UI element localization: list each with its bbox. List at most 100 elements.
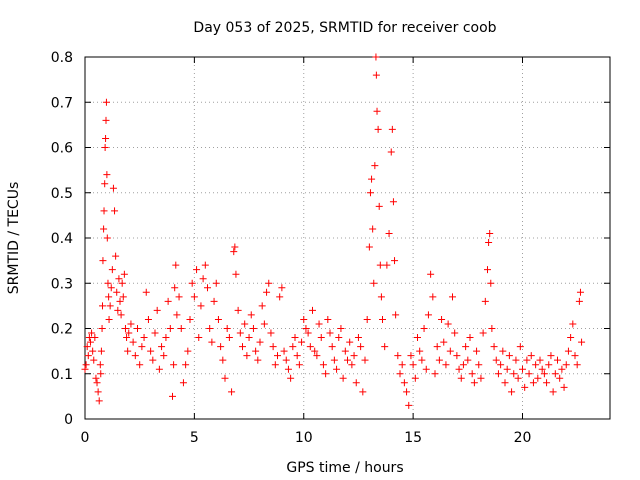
y-axis-label: SRMTID / TECUs: [6, 182, 22, 295]
data-point: [361, 356, 369, 364]
y-tick-label: 0.3: [51, 276, 73, 292]
data-point: [153, 306, 161, 314]
data-point: [115, 275, 123, 283]
y-tick-label: 0.8: [51, 50, 73, 66]
x-axis-label: GPS time / hours: [286, 460, 403, 476]
data-point: [372, 53, 380, 61]
data-point: [481, 297, 489, 305]
data-point: [86, 338, 94, 346]
data-point: [88, 329, 96, 337]
data-point: [182, 361, 190, 369]
data-point: [302, 325, 310, 332]
data-point: [140, 334, 148, 342]
data-point: [409, 361, 417, 369]
x-axis-ticks: 0 5 10 15 20: [81, 57, 531, 446]
data-point: [311, 347, 319, 355]
data-point: [160, 352, 168, 360]
data-point: [89, 347, 97, 355]
data-point: [466, 334, 474, 342]
data-point: [221, 374, 229, 382]
data-point: [239, 343, 246, 351]
data-point: [424, 311, 432, 319]
data-point: [372, 71, 380, 79]
data-point: [289, 343, 297, 351]
data-point: [169, 392, 176, 400]
data-point: [508, 388, 516, 396]
data-point: [435, 356, 443, 364]
data-point: [486, 229, 494, 237]
y-tick-label: 0.1: [51, 367, 73, 383]
data-point: [527, 352, 535, 360]
data-point: [190, 293, 198, 301]
data-point: [100, 225, 108, 233]
data-point: [444, 320, 452, 328]
data-point: [556, 374, 564, 382]
data-point: [172, 261, 180, 269]
data-point: [510, 370, 518, 378]
data-point: [438, 315, 446, 323]
data-point: [254, 356, 262, 364]
data-point: [102, 116, 110, 124]
data-point: [503, 365, 511, 373]
data-point: [306, 343, 314, 351]
data-point: [534, 374, 542, 382]
data-point: [369, 225, 377, 233]
data-point: [131, 352, 139, 360]
data-point: [501, 379, 509, 387]
data-point: [123, 334, 131, 342]
data-point: [177, 325, 185, 332]
data-point: [136, 361, 144, 369]
data-point: [214, 315, 222, 323]
data-point: [494, 370, 502, 378]
data-point: [129, 338, 137, 346]
data-point: [158, 343, 166, 351]
data-point: [468, 370, 476, 378]
data-point: [92, 374, 100, 382]
data-point: [427, 270, 435, 278]
data-point: [105, 315, 113, 323]
data-point: [499, 347, 507, 355]
data-point: [162, 334, 170, 342]
data-point: [440, 338, 448, 346]
data-point: [317, 334, 325, 342]
data-point: [420, 325, 428, 332]
data-point: [118, 279, 126, 287]
data-point: [300, 315, 308, 323]
data-point: [265, 279, 273, 287]
data-point: [387, 148, 395, 156]
data-point: [573, 361, 581, 369]
data-point: [462, 343, 470, 351]
data-point: [276, 293, 284, 301]
data-point: [206, 325, 214, 332]
data-point: [352, 379, 360, 387]
data-point: [442, 361, 450, 369]
data-point: [98, 325, 106, 332]
data-point: [564, 347, 572, 355]
data-point: [363, 315, 371, 323]
data-point: [99, 257, 107, 265]
data-point: [204, 284, 211, 292]
data-point: [392, 311, 400, 319]
data-point: [484, 266, 491, 274]
data-point: [403, 388, 411, 396]
data-point: [373, 107, 381, 115]
data-point: [346, 338, 354, 346]
data-point: [330, 356, 338, 364]
data-point: [459, 361, 467, 369]
data-point: [455, 365, 463, 373]
data-point: [175, 293, 183, 301]
data-point: [147, 347, 155, 355]
data-point: [376, 261, 384, 269]
y-tick-label: 0: [64, 412, 73, 428]
data-point: [91, 334, 99, 342]
data-point: [293, 352, 301, 360]
data-point: [199, 275, 207, 283]
data-point: [487, 279, 495, 287]
data-point: [151, 329, 159, 337]
data-point: [532, 361, 540, 369]
data-point: [201, 261, 209, 269]
data-point: [93, 379, 101, 387]
data-point: [492, 356, 500, 364]
y-tick-label: 0.7: [51, 95, 73, 111]
data-point: [105, 293, 113, 301]
